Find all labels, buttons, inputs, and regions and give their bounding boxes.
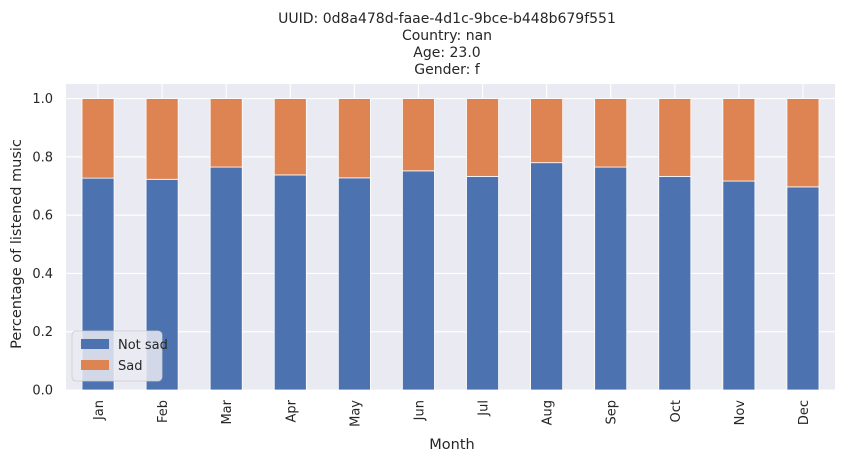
y-axis-ticks: 0.0 0.2 0.4 0.6 0.8 1.0 [32,92,53,398]
bar-not-sad-may [337,177,371,391]
x-tick-label: Nov [733,400,748,426]
bar-sad-jan [81,98,115,179]
bars [81,98,820,391]
x-axis-ticks: Jan Feb Mar Apr May Jun Jul Aug Sep Oct Nov Dec [92,399,812,427]
x-tick-label: Jan [92,400,107,421]
legend-swatch-not-sad [81,339,109,349]
x-tick-label: Dec [797,400,812,425]
bar-sad-apr [273,98,307,176]
y-axis-label: Percentage of listened music [9,139,25,349]
x-tick-label: May [348,400,363,427]
bar-not-sad-jun [402,170,435,391]
bar-not-sad-aug [530,162,564,391]
title-line-2: Country: nan [402,28,492,44]
bar-not-sad-apr [273,174,307,391]
legend-label-sad: Sad [118,359,142,374]
y-tick-label: 1.0 [32,92,53,107]
y-tick-label: 0.4 [32,267,53,282]
title-line-4: Gender: f [414,62,481,78]
bar-sad-dec [786,98,820,188]
bar-not-sad-nov [722,180,756,391]
bar-sad-jun [402,98,435,172]
x-tick-label: Apr [284,399,299,422]
bar-not-sad-jul [466,175,499,391]
bar-sad-mar [209,98,243,168]
bar-not-sad-sep [594,166,628,391]
bar-sad-may [337,98,371,179]
legend: Not sad Sad [71,330,168,382]
x-tick-label: Feb [156,400,171,423]
y-tick-label: 0.6 [32,209,53,224]
legend-swatch-sad [81,360,109,370]
x-tick-label: Oct [669,400,684,422]
bar-sad-aug [530,98,564,164]
title-line-3: Age: 23.0 [413,45,480,61]
bar-sad-oct [658,98,692,177]
legend-label-not-sad: Not sad [118,338,168,353]
bar-sad-jul [466,98,499,177]
x-tick-label: Mar [220,399,235,424]
title-line-1: UUID: 0d8a478d-faae-4d1c-9bce-b448b679f5… [278,11,616,27]
x-axis-label: Month [429,437,474,453]
x-tick-label: Sep [605,400,620,425]
x-tick-label: Aug [541,400,556,425]
bar-sad-feb [145,98,179,180]
y-tick-label: 0.8 [32,150,53,165]
bar-not-sad-mar [209,166,243,391]
bar-not-sad-dec [786,186,820,391]
bar-sad-sep [594,98,628,168]
y-tick-label: 0.2 [32,325,53,340]
bar-sad-nov [722,98,756,182]
chart-title: UUID: 0d8a478d-faae-4d1c-9bce-b448b679f5… [278,11,616,78]
y-tick-label: 0.0 [32,384,53,399]
plot-area [66,84,835,390]
bar-not-sad-oct [658,175,692,391]
x-tick-label: Jun [412,400,427,421]
x-tick-label: Jul [477,400,492,417]
